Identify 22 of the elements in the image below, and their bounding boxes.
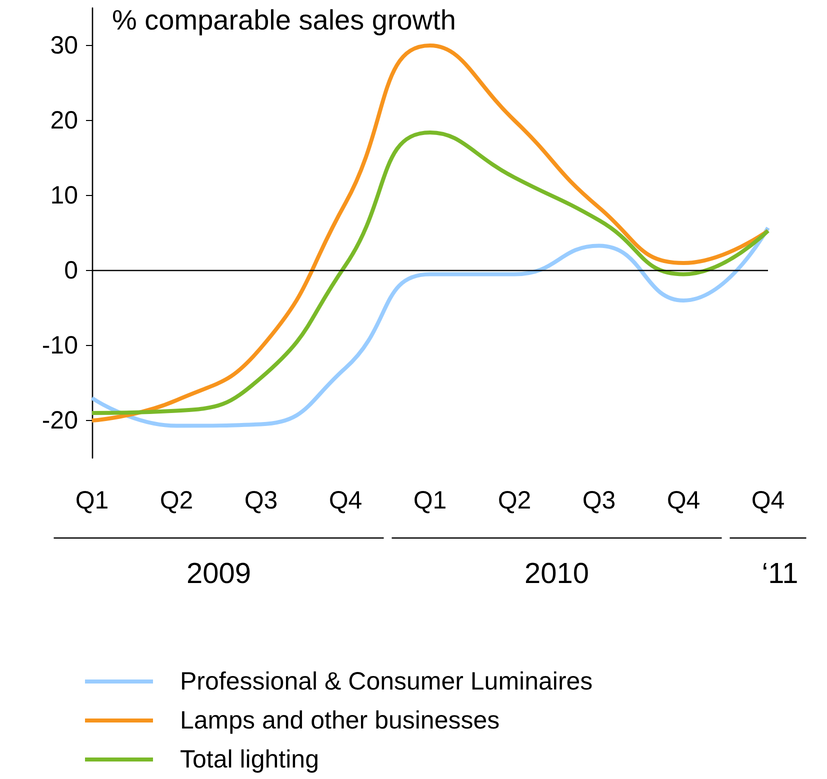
legend-label: Professional & Consumer Luminaires (180, 668, 593, 696)
x-tick-label: Q2 (498, 486, 532, 514)
x-tick-label: Q4 (751, 486, 785, 514)
x-tick-label: Q3 (582, 486, 616, 514)
x-tick-label: Q1 (413, 486, 447, 514)
legend-label: Total lighting (180, 746, 319, 774)
y-tick-label: -10 (42, 332, 78, 360)
x-tick-label: Q4 (666, 486, 700, 514)
text: 2009 (186, 558, 252, 590)
x-tick-label: Q4 (328, 486, 362, 514)
y-axis-title: % comparable sales growth (112, 4, 456, 36)
text: 2010 (524, 558, 590, 590)
legend-label: Lamps and other businesses (180, 706, 500, 734)
x-tick-label: Q1 (75, 486, 109, 514)
y-tick-label: 30 (50, 32, 78, 60)
text: ‘11 (762, 558, 798, 590)
y-tick-label: 10 (50, 182, 78, 210)
x-tick-label: Q2 (160, 486, 194, 514)
x-tick-label: Q3 (244, 486, 278, 514)
y-tick-label: 0 (64, 256, 78, 284)
y-tick-label: -20 (42, 406, 78, 434)
y-tick-label: 20 (50, 106, 78, 134)
